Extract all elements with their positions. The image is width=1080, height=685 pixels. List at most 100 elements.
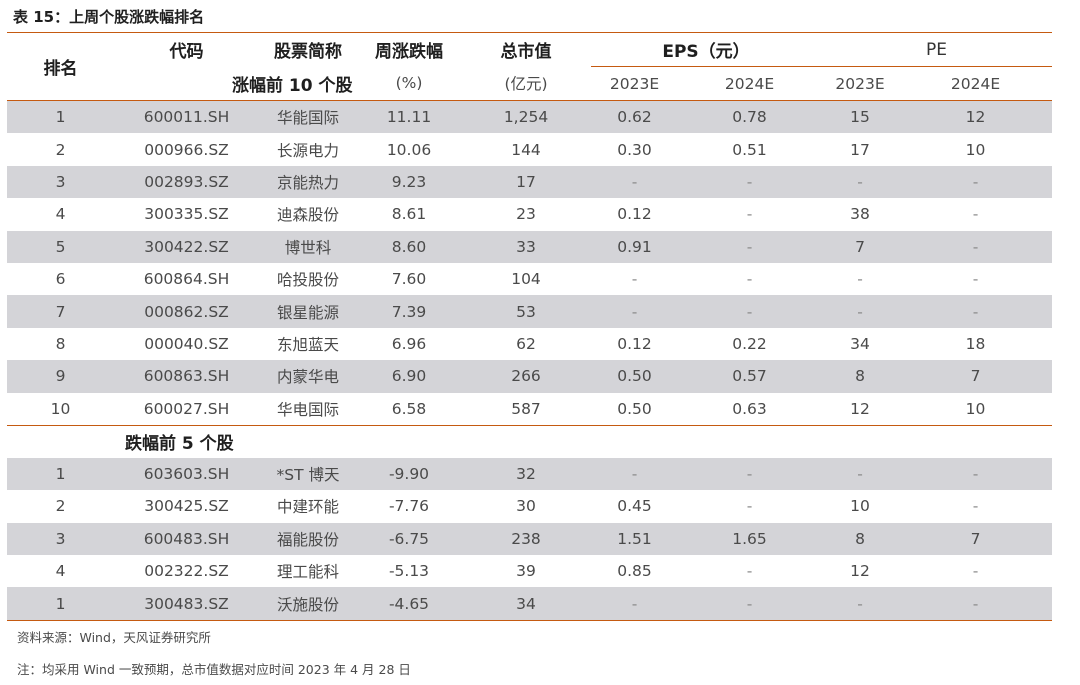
cell-name: 内蒙华电 [259,360,357,393]
cell-pe23: 15 [821,100,900,134]
cell-rank: 1 [7,100,114,134]
cell-pe24: 10 [965,399,986,418]
table-row: 2 300425.SZ 中建环能 -7.76 30 0.45 - 10 - [7,490,1052,522]
cell-name: 华能国际 [259,100,357,134]
cell-eps24: 0.78 [678,100,822,134]
cell-pe24: - [972,270,979,289]
cell-change: -6.75 [357,522,461,556]
table-row: 1 300483.SZ 沃施股份 -4.65 34- - - - [7,587,1053,621]
cell-mktcap: 34 [461,587,591,621]
cell-name: 迪森股份 [276,206,339,225]
cell-eps24: - [678,230,822,263]
cell-mktcap: 32 [461,457,591,491]
footnote: 注：均采用 Wind 一致预期，总市值数据对应时间 2023 年 4 月 28 … [17,662,411,677]
table-row: 9 600863.SH 内蒙华电 6.90 266 0.50 0.57 8 7 [7,360,1053,393]
cell-name: 京能热力 [259,165,357,199]
cell-eps23: 0.62 [591,100,678,134]
cell-mktcap: 238 [461,522,591,556]
header-mktcap: 总市值 [500,42,552,63]
cell-mktcap: 23 [516,205,536,224]
table-row: 5 300422.SZ 博世科 8.60 33 0.91-7- [7,230,1053,263]
cell-name: 银星能源 [259,295,357,328]
header-change: 周涨跌幅 [375,42,443,63]
cell-name: 福能股份 [259,522,357,556]
cell-code: 002893.SZ [114,165,259,199]
cell-change: 6.90 [357,360,461,393]
header-eps-2024: 2024E [724,74,775,93]
source-note: 资料来源：Wind，天风证券研究所 [17,630,211,645]
header-pe: PE [821,32,1053,67]
header-row-1: 排名 代码 股票简称 周涨跌幅 总市值 EPS（元） PE [7,32,1053,79]
cell-rank: 2 [55,140,66,159]
header-eps: EPS（元） [591,32,822,67]
header-name: 股票简称 [274,42,342,63]
cell-code: 002322.SZ [144,562,229,581]
cell-eps23: 0.45 [617,497,652,516]
cell-name: 长源电力 [276,141,339,160]
cell-change: 10.06 [386,140,432,159]
cell-rank: 7 [7,295,114,328]
table-row: 1 600011.SH 华能国际 11.11 1,254 0.62 0.78 15 12 [7,100,1053,134]
cell-pe24: - [972,562,979,581]
cell-name: 哈投股份 [276,271,339,290]
cell-name: 沃施股份 [259,587,357,621]
cell-eps24: - [746,270,753,289]
cell-mktcap: 30 [516,497,536,516]
cell-eps23: - [591,457,678,491]
cell-pe23: 8 [821,522,900,556]
cell-pe24: - [972,497,979,516]
header-rank: 排名 [43,59,78,79]
cell-change: 9.23 [357,165,461,199]
cell-change: -4.65 [357,587,461,621]
cell-pe24: 7 [899,360,1053,393]
cell-mktcap: 587 [511,399,541,418]
cell-pe24: - [899,165,1053,199]
cell-pe24: - [972,205,979,224]
losers-section-row: 跌幅前 5 个股 [7,425,1053,458]
cell-eps24: 1.65 [678,522,822,556]
table-row: 8 000040.SZ 东旭蓝天 6.96 62 0.12 0.22 34 18 [7,328,1052,360]
cell-eps23: 0.50 [617,399,652,418]
table-row: 10 600027.SH 华电国际 6.58 587 0.50 0.63 12 10 [7,393,1052,426]
cell-rank: 5 [7,230,114,263]
cell-change: 11.11 [357,100,461,134]
table-row: 1 603603.SH *ST 博天 -9.90 32- - - - [7,457,1053,491]
cell-pe23: 38 [850,205,870,224]
cell-eps24: - [678,457,822,491]
cell-code: 000966.SZ [144,140,229,159]
table-row: 7 000862.SZ 银星能源 7.39 53- - - - [7,295,1053,328]
cell-rank: 10 [50,399,71,418]
cell-pe24: - [899,295,1053,328]
header-row-2: 涨幅前 10 个股 (%) (亿元) 2023E 2024E 2023E 202… [7,67,1053,101]
cell-pe23: - [857,270,863,289]
cell-eps23: 0.12 [617,205,652,224]
cell-change: -9.90 [357,457,461,491]
cell-eps24: 0.63 [732,399,767,418]
header-pe-2024: 2024E [950,74,1001,93]
cell-code: 300422.SZ [114,230,259,263]
cell-pe23: 17 [850,140,870,159]
cell-name: *ST 博天 [259,457,357,491]
cell-pe24: 7 [899,522,1053,556]
cell-eps24: - [678,295,822,328]
cell-eps24: - [746,562,753,581]
cell-eps24: - [678,165,822,199]
header-change-unit: (%) [395,74,423,93]
cell-pe23: - [821,457,900,491]
cell-change: -5.13 [388,562,430,581]
cell-code: 600483.SH [114,522,259,556]
cell-rank: 2 [55,497,66,516]
cell-mktcap: 62 [516,334,536,353]
cell-name: 华电国际 [276,400,339,419]
cell-rank: 4 [55,562,66,581]
cell-mktcap: 1,254 [461,100,591,134]
cell-pe23: 8 [821,360,900,393]
header-pe-2023: 2023E [835,74,885,93]
cell-rank: 4 [55,205,66,224]
cell-mktcap: 39 [516,562,536,581]
cell-rank: 1 [7,457,114,491]
cell-rank: 9 [7,360,114,393]
cell-eps24: - [746,205,753,224]
cell-rank: 6 [55,270,66,289]
cell-name: 中建环能 [276,498,339,517]
